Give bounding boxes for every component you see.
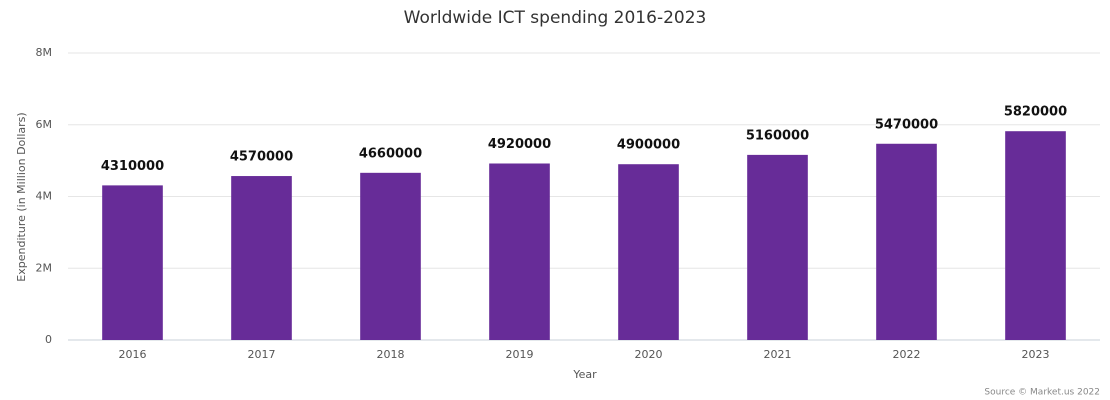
- value-label: 4570000: [230, 150, 293, 165]
- value-label: 4660000: [359, 146, 422, 161]
- x-tick-label: 2019: [506, 348, 534, 361]
- y-tick-label: 0: [45, 333, 52, 346]
- bar: [747, 154, 808, 340]
- x-tick-label: 2021: [764, 348, 792, 361]
- chart-title: Worldwide ICT spending 2016-2023: [404, 8, 707, 28]
- value-label: 5160000: [746, 128, 809, 143]
- bar: [231, 176, 292, 340]
- value-label: 4900000: [617, 138, 680, 153]
- bar: [618, 164, 679, 340]
- value-label: 5820000: [1004, 105, 1067, 120]
- y-tick-label: 8M: [36, 46, 53, 59]
- y-tick-label: 2M: [36, 261, 53, 274]
- source-note: Source © Market.us 2022: [984, 388, 1100, 398]
- x-tick-label: 2023: [1022, 348, 1050, 361]
- y-axis-title: Expenditure (in Million Dollars): [15, 112, 28, 281]
- x-axis-title: Year: [572, 368, 597, 381]
- value-label: 4920000: [488, 137, 551, 152]
- x-tick-label: 2017: [248, 348, 276, 361]
- bar: [489, 163, 550, 340]
- y-tick-label: 4M: [36, 190, 53, 203]
- x-tick-label: 2018: [377, 348, 405, 361]
- bar: [102, 185, 163, 340]
- x-tick-label: 2016: [119, 348, 147, 361]
- value-label: 5470000: [875, 117, 938, 132]
- value-label: 4310000: [101, 159, 164, 174]
- x-tick-label: 2022: [893, 348, 921, 361]
- bar: [360, 172, 421, 340]
- x-tick-label: 2020: [635, 348, 663, 361]
- bar: [1005, 131, 1066, 340]
- bar: [876, 143, 937, 340]
- y-tick-label: 6M: [36, 118, 53, 131]
